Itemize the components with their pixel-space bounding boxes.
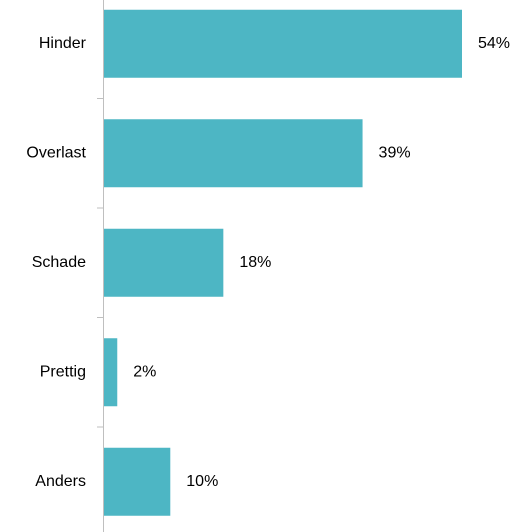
bar <box>104 447 171 516</box>
value-label: 54% <box>478 35 510 52</box>
y-tick-label: Hinder <box>39 35 87 52</box>
y-tick-label: Overlast <box>26 144 86 161</box>
bar <box>104 338 118 407</box>
value-label: 18% <box>239 254 271 271</box>
bar <box>104 9 462 78</box>
y-tick-label: Prettig <box>40 363 86 380</box>
y-tick-label: Anders <box>35 473 86 490</box>
bar <box>104 228 224 297</box>
bar <box>104 119 363 188</box>
value-label: 39% <box>379 144 411 161</box>
value-label: 2% <box>133 363 156 380</box>
value-label: 10% <box>186 473 218 490</box>
y-tick-label: Schade <box>32 254 86 271</box>
